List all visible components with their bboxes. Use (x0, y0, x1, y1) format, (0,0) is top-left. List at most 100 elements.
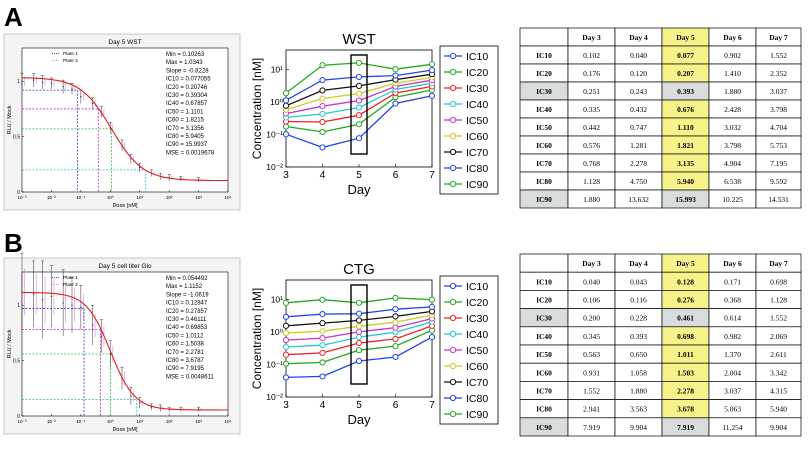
y-tick-label: 0 (17, 190, 20, 196)
x-tick-label: 6 (393, 170, 399, 181)
fit-statistic: IC70 = 3.1356 (166, 126, 205, 132)
x-tick-label: 10⁴ (225, 195, 232, 200)
table-value: 0.102 (583, 51, 600, 60)
row-label: IC60 (536, 368, 552, 377)
table-header-cell (519, 253, 569, 273)
table-value: 0.106 (583, 296, 600, 305)
fit-statistic: IC30 = 0.46111 (166, 317, 207, 323)
row-label: IC80 (536, 405, 552, 414)
table-header-label: Day 6 (723, 259, 742, 268)
series-point-ic70 (282, 102, 290, 109)
table-value: 9.592 (770, 177, 787, 186)
table-value: 1.880 (583, 195, 600, 204)
day5-highlight-box (350, 54, 368, 155)
legend-label-ic70: IC70 (466, 147, 488, 159)
fit-statistic: IC60 = 1.8215 (166, 118, 205, 124)
table-value: 0.077 (677, 51, 694, 60)
data-point-plate1 (91, 324, 94, 326)
legend-label-ic80: IC80 (466, 393, 488, 405)
dose-y-axis-label: RLU / Mock (7, 329, 13, 358)
legend-label-ic40: IC40 (466, 99, 488, 111)
y-tick-label: 1 (17, 303, 20, 309)
table-value: 3.342 (770, 368, 787, 377)
x-tick-label: 10⁻² (47, 195, 56, 200)
x-tick-label: 7 (429, 400, 435, 411)
series-point-ic80 (355, 73, 363, 81)
table-value: 1.110 (677, 123, 694, 132)
fit-statistic: IC40 = 0.69853 (166, 325, 208, 331)
table-value: 0.698 (677, 332, 694, 341)
table-value: 6.538 (724, 177, 741, 186)
table-value: 0.576 (583, 141, 600, 150)
table-value: 1.503 (677, 368, 694, 377)
legend-label-ic50: IC50 (466, 345, 488, 357)
table-value: 3.798 (770, 105, 787, 114)
series-point-ic60 (282, 329, 290, 337)
data-point-plate1 (62, 302, 64, 304)
fit-statistic: IC70 = 2.2781 (166, 350, 205, 356)
table-header-label: Day 7 (769, 33, 788, 42)
x-tick-label: 10⁻¹ (76, 195, 85, 200)
table-value: 1.128 (583, 177, 600, 186)
series-point-ic90 (355, 59, 363, 67)
table-value: 1.011 (677, 350, 694, 359)
dose-x-axis-label: Dose [nM] (112, 427, 138, 433)
panel-a: A Day 5 WST 10⁻³ 10⁻² 10⁻¹ 10⁰ 10¹ 10² 10³ 10⁴ 0 0… (3, 2, 802, 211)
fit-curve (22, 77, 228, 182)
series-point-ic30 (319, 349, 326, 356)
line-chart-title: WST (342, 31, 375, 48)
series-point-ic60 (392, 319, 399, 326)
row-label: IC90 (536, 423, 552, 432)
table-value: 0.228 (630, 314, 647, 323)
day5-highlight-box (350, 284, 368, 385)
table-header-cell (519, 27, 569, 47)
x-tick-label: 5 (356, 170, 362, 181)
data-point-plate1 (71, 304, 73, 306)
series-point-ic10 (355, 357, 363, 365)
series-point-ic30 (355, 339, 363, 347)
y-tick-label: 0.5 (13, 135, 20, 141)
fit-curve (21, 291, 228, 411)
x-tick-label: 10⁻³ (18, 419, 27, 424)
series-point-ic40 (355, 334, 363, 341)
x-tick-label: 4 (320, 170, 326, 181)
series-point-ic10 (319, 373, 326, 380)
series-point-ic10 (282, 374, 290, 381)
legend-label-ic20: IC20 (466, 67, 488, 79)
table-value: 5.753 (770, 141, 787, 150)
series-point-ic50 (319, 103, 326, 110)
series-point-ic50 (355, 97, 363, 104)
row-label: IC50 (536, 350, 552, 359)
legend-swatch-marker (449, 100, 457, 108)
table-value: 0.393 (677, 87, 694, 96)
table-value: 1.370 (724, 350, 741, 359)
series-point-ic40 (355, 104, 363, 111)
fit-statistic: IC60 = 1.5038 (166, 342, 205, 348)
table-value: 2.278 (677, 387, 694, 396)
data-point-plate1 (21, 80, 23, 82)
x-tick-label: 10⁻³ (18, 195, 27, 200)
table-cell (755, 189, 802, 209)
x-tick-label: 7 (429, 170, 435, 181)
table-value: 2.069 (770, 332, 787, 341)
series-point-ic80 (392, 72, 399, 79)
row-label: IC90 (536, 195, 552, 204)
fit-statistic: MSE = 0.0048611 (166, 374, 214, 380)
table-value: 0.040 (583, 277, 600, 286)
table-value: 0.176 (583, 69, 600, 78)
row-label: IC20 (536, 69, 552, 78)
fit-statistic: IC20 = 0.27857 (166, 309, 208, 315)
series-point-ic90 (428, 61, 436, 68)
series-point-ic90 (319, 62, 326, 69)
table-value: 0.251 (583, 87, 600, 96)
line-chart-a: WST 3 4 5 6 7 10⁻² 10⁻¹ 10⁰ 10¹ Day Concentration [… (250, 31, 499, 197)
row-label: IC60 (536, 141, 552, 150)
data-point-plate1 (80, 96, 82, 98)
series-point-ic50 (319, 335, 326, 342)
table-value: 1.552 (770, 51, 787, 60)
legend-label-ic80: IC80 (466, 163, 488, 175)
dose-plot-area (21, 47, 229, 193)
legend-swatch-marker (449, 378, 457, 386)
data-point-plate1 (91, 102, 94, 105)
x-tick-label: 10⁰ (107, 419, 114, 424)
